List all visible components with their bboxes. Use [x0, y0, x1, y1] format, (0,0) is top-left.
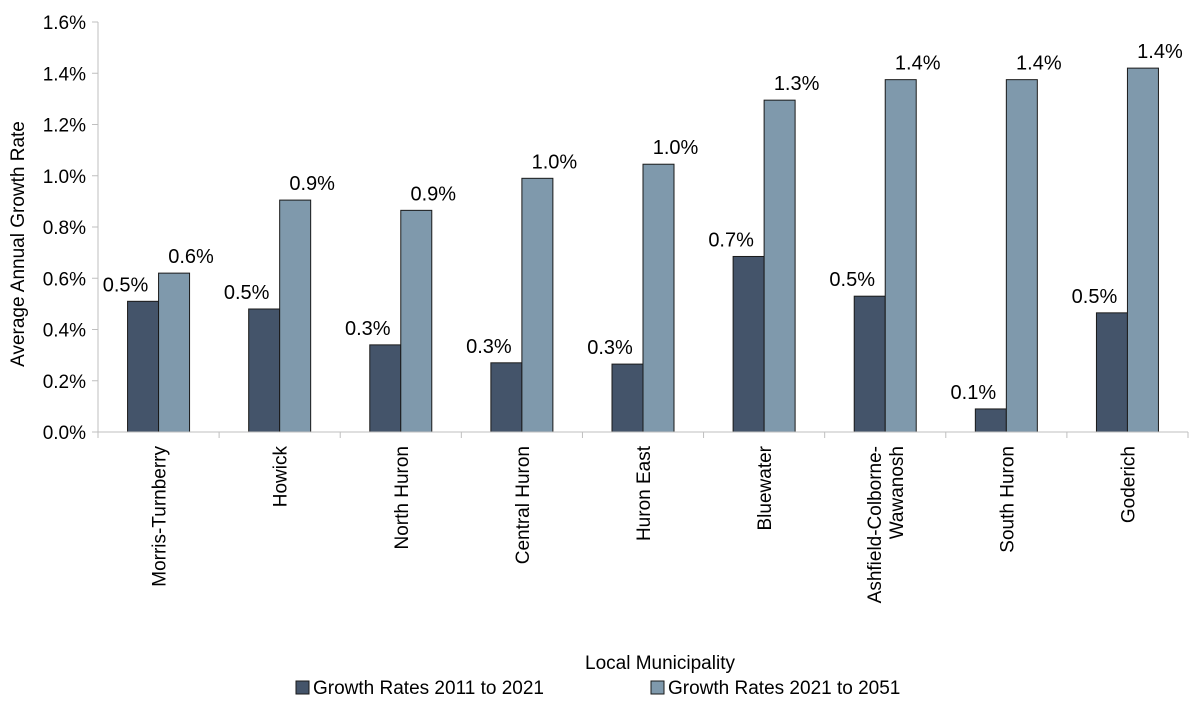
bar-series-2-0 [158, 272, 191, 433]
bar-series-1-6 [853, 295, 886, 433]
bar-series-1-1 [248, 308, 281, 433]
data-label-series-2-0: 0.6% [168, 246, 214, 268]
data-label-series-1-0: 0.5% [103, 274, 149, 296]
data-label-series-2-7: 1.4% [1016, 53, 1062, 75]
y-tick-label: 0.6% [43, 269, 86, 290]
bar-series-2-8 [1126, 67, 1159, 433]
category-label-8: Goderich [1118, 446, 1139, 523]
category-label-1: Howick [271, 446, 292, 508]
y-tick-label: 0.0% [43, 423, 86, 444]
legend: Growth Rates 2011 to 2021 Growth Rates 20… [295, 678, 900, 699]
data-label-series-2-8: 1.4% [1137, 41, 1183, 63]
bar-series-2-5 [763, 99, 796, 433]
bar-series-1-3 [490, 362, 523, 433]
category-label-line: Goderich [1118, 446, 1139, 523]
data-label-series-2-6: 1.4% [895, 53, 941, 75]
y-tick-label: 1.0% [43, 167, 86, 188]
bar-series-2-4 [642, 163, 675, 433]
category-label-6: Ashfield-Colborne-Wawanosh [865, 446, 908, 603]
bar-series-1-5 [732, 255, 765, 433]
y-tick-label: 1.4% [43, 64, 86, 85]
x-axis-title: Local Municipality [585, 653, 735, 674]
category-label-7: South Huron [997, 446, 1018, 553]
category-label-line: North Huron [392, 446, 413, 550]
legend-label-series-2: Growth Rates 2021 to 2051 [668, 678, 900, 699]
data-label-series-1-3: 0.3% [466, 336, 512, 358]
data-label-series-2-3: 1.0% [532, 151, 578, 173]
category-label-2: North Huron [392, 446, 413, 550]
bar-series-2-7 [1005, 79, 1038, 433]
data-label-series-2-4: 1.0% [653, 137, 699, 159]
data-label-series-1-6: 0.5% [829, 269, 875, 291]
bar-series-1-0 [127, 300, 160, 433]
data-label-series-1-1: 0.5% [224, 282, 270, 304]
category-label-3: Central Huron [513, 446, 534, 564]
bar-series-2-1 [279, 199, 312, 433]
y-tick-label: 0.4% [43, 321, 86, 342]
bar-series-2-3 [521, 177, 554, 433]
category-label-line: Huron East [634, 445, 655, 541]
category-label-line: Morris-Turnberry [150, 446, 171, 587]
data-label-series-1-4: 0.3% [587, 337, 633, 359]
data-label-series-1-2: 0.3% [345, 318, 391, 340]
data-label-series-2-2: 0.9% [410, 183, 456, 205]
data-label-series-1-8: 0.5% [1072, 286, 1118, 308]
y-tick-label: 1.2% [43, 116, 86, 137]
y-tick-label: 0.8% [43, 218, 86, 239]
bar-series-1-8 [1095, 312, 1128, 433]
data-label-series-1-7: 0.1% [951, 382, 997, 404]
bar-series-2-2 [400, 209, 433, 433]
data-label-series-2-1: 0.9% [289, 173, 335, 195]
y-tick-label: 1.6% [43, 13, 86, 34]
category-label-line: Howick [271, 446, 292, 508]
bar-series-2-6 [884, 79, 917, 433]
data-label-series-2-5: 1.3% [774, 73, 820, 95]
bar-series-1-4 [611, 363, 644, 433]
category-label-line: Bluewater [755, 445, 776, 530]
category-label-line: South Huron [997, 446, 1018, 553]
category-label-line: Central Huron [513, 446, 534, 564]
legend-swatch-series-2 [650, 680, 665, 695]
y-tick-label: 0.2% [43, 372, 86, 393]
legend-swatch-series-1 [295, 680, 310, 695]
category-label-line: Ashfield-Colborne- [865, 446, 886, 603]
y-axis-title: Average Annual Growth Rate [8, 121, 29, 367]
bar-series-1-7 [974, 408, 1007, 433]
category-label-4: Huron East [634, 445, 655, 541]
bar-series-1-2 [369, 344, 402, 433]
category-label-line: Wawanosh [887, 446, 908, 539]
data-label-series-1-5: 0.7% [708, 229, 754, 251]
category-label-0: Morris-Turnberry [150, 446, 171, 587]
legend-label-series-1: Growth Rates 2011 to 2021 [313, 678, 544, 699]
category-label-5: Bluewater [755, 445, 776, 530]
